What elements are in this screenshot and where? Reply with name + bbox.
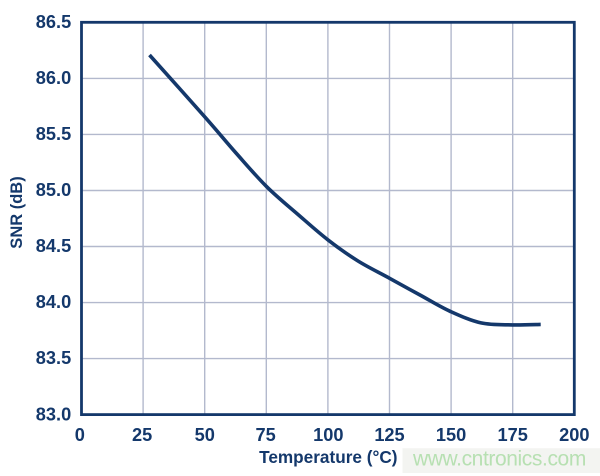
svg-text:75: 75 [255, 425, 275, 445]
svg-text:85.5: 85.5 [36, 124, 71, 144]
svg-text:83.5: 83.5 [36, 348, 71, 368]
svg-text:83.0: 83.0 [36, 404, 71, 424]
svg-text:175: 175 [498, 425, 528, 445]
svg-text:150: 150 [436, 425, 466, 445]
svg-text:86.0: 86.0 [36, 68, 71, 88]
svg-text:50: 50 [195, 425, 215, 445]
svg-text:25: 25 [132, 425, 152, 445]
svg-text:84.0: 84.0 [36, 292, 71, 312]
svg-text:84.5: 84.5 [36, 236, 71, 256]
svg-text:85.0: 85.0 [36, 180, 71, 200]
svg-text:www.cntronics.com: www.cntronics.com [412, 448, 586, 471]
svg-text:125: 125 [374, 425, 404, 445]
svg-text:0: 0 [75, 425, 85, 445]
svg-text:200: 200 [559, 425, 589, 445]
svg-text:86.5: 86.5 [36, 12, 71, 32]
svg-text:100: 100 [313, 425, 343, 445]
svg-text:Temperature (°C): Temperature (°C) [259, 447, 397, 467]
svg-text:SNR (dB): SNR (dB) [8, 176, 26, 248]
